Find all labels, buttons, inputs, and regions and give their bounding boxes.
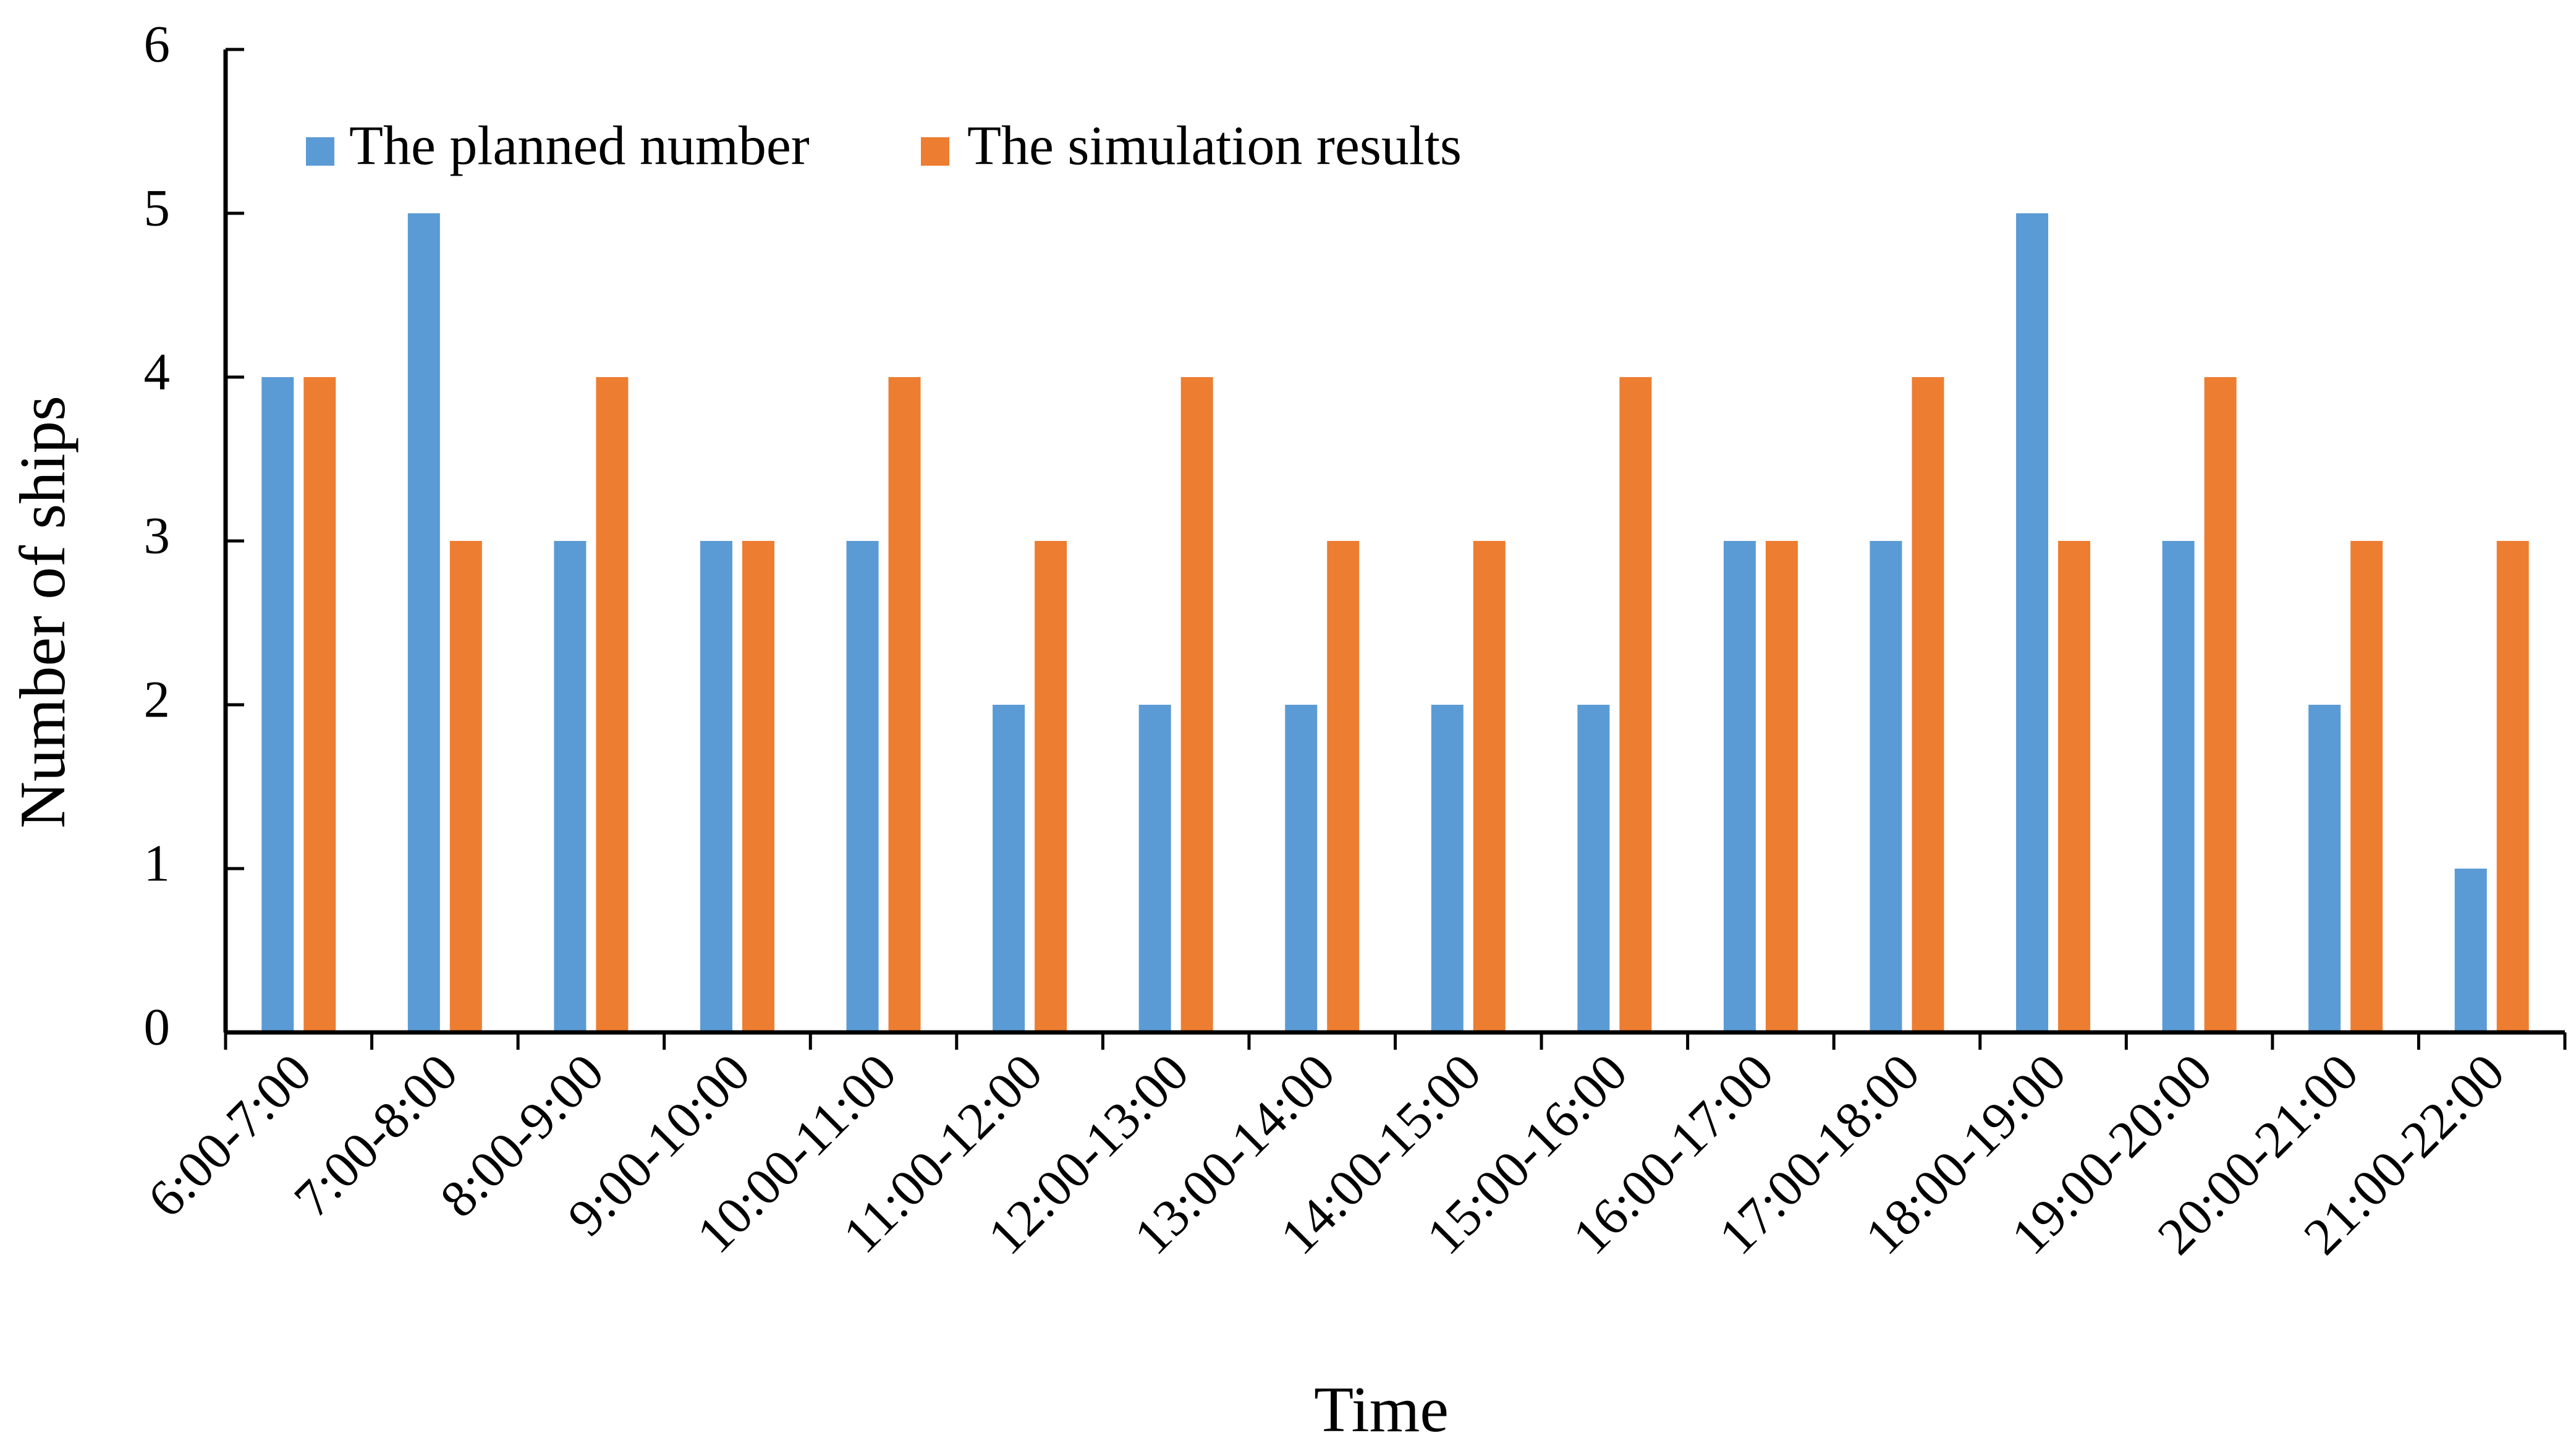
legend-swatch-simulation: [921, 137, 949, 166]
bars-group: [261, 213, 2529, 1032]
bar-simulation-6: [1180, 377, 1213, 1032]
bar-planned-0: [261, 377, 294, 1032]
y-axis-ticks: 0 1 2 3 4 5 6: [144, 15, 244, 1057]
bar-simulation-2: [596, 377, 629, 1032]
bar-planned-3: [700, 541, 732, 1032]
y-tick-label: 3: [144, 507, 171, 565]
bar-simulation-5: [1035, 541, 1067, 1032]
y-tick-label: 6: [144, 15, 171, 74]
y-tick-label: 1: [144, 835, 171, 893]
bar-simulation-15: [2496, 541, 2529, 1032]
legend: The planned number The simulation result…: [306, 116, 1462, 177]
x-tick-label: 6:00-7:00: [137, 1043, 323, 1228]
legend-label-planned: The planned number: [349, 116, 810, 177]
bar-planned-2: [554, 541, 587, 1032]
x-tick-label: 7:00-8:00: [283, 1043, 468, 1228]
legend-swatch-planned: [306, 137, 334, 166]
bar-simulation-8: [1473, 541, 1506, 1032]
bar-planned-12: [2016, 213, 2049, 1032]
bar-planned-15: [2454, 869, 2487, 1032]
bar-simulation-4: [888, 377, 921, 1032]
bar-planned-1: [407, 213, 440, 1032]
bar-simulation-11: [1912, 377, 1944, 1032]
bar-planned-6: [1138, 705, 1171, 1032]
legend-label-simulation: The simulation results: [967, 116, 1462, 177]
x-axis-title: Time: [1314, 1373, 1449, 1445]
bar-simulation-12: [2058, 541, 2091, 1032]
y-tick-label: 5: [144, 179, 171, 237]
bar-simulation-7: [1327, 541, 1360, 1032]
bar-planned-7: [1285, 705, 1318, 1032]
y-axis-title: Number of ships: [6, 396, 78, 828]
bar-simulation-3: [742, 541, 774, 1032]
bar-planned-8: [1431, 705, 1464, 1032]
x-axis-ticks: 6:00-7:007:00-8:008:00-9:009:00-10:0010:…: [137, 1032, 2567, 1265]
y-tick-label: 2: [144, 671, 171, 729]
bar-simulation-13: [2204, 377, 2237, 1032]
bar-simulation-9: [1619, 377, 1652, 1032]
bar-simulation-10: [1765, 541, 1798, 1032]
bar-simulation-14: [2350, 541, 2383, 1032]
y-tick-label: 0: [144, 998, 171, 1057]
bar-planned-10: [1723, 541, 1756, 1032]
bar-simulation-0: [303, 377, 336, 1032]
bar-simulation-1: [449, 541, 482, 1032]
y-tick-label: 4: [144, 343, 171, 401]
bar-planned-14: [2308, 705, 2341, 1032]
bar-planned-4: [846, 541, 879, 1032]
bar-planned-11: [1870, 541, 1902, 1032]
bar-planned-13: [2162, 541, 2195, 1032]
bar-planned-5: [993, 705, 1025, 1032]
bar-planned-9: [1577, 705, 1610, 1032]
